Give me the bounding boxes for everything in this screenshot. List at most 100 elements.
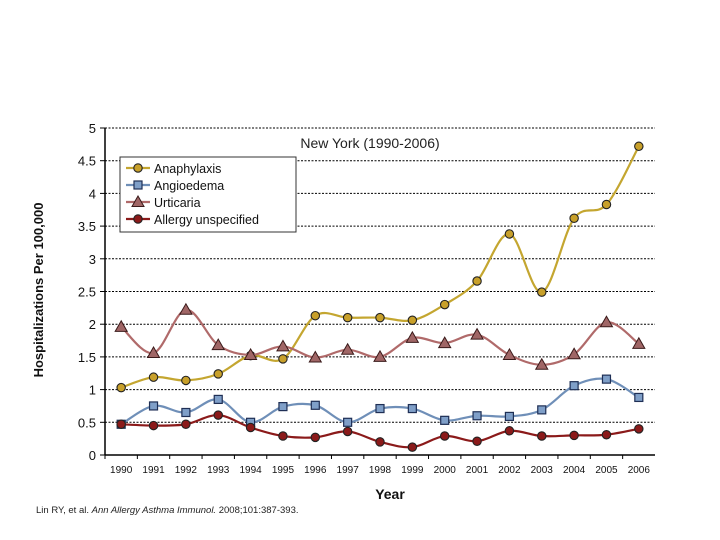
- citation: Lin RY, et al. Ann Allergy Asthma Immuno…: [36, 505, 299, 516]
- data-point: [472, 436, 482, 447]
- data-point: [179, 302, 193, 315]
- data-point: [181, 407, 191, 418]
- data-point: [148, 401, 159, 411]
- x-tick-label: 2000: [434, 465, 457, 476]
- data-point: [601, 374, 612, 384]
- y-tick-label: 2: [89, 317, 96, 332]
- data-point: [310, 432, 321, 443]
- x-tick-label: 1992: [175, 465, 198, 476]
- data-point: [569, 213, 579, 224]
- data-point: [278, 402, 288, 412]
- data-point: [276, 339, 290, 352]
- axes: 0 0.5 1 1.5 2 2.5 3 3.5 4 4.5 5 1990 1991 1992 1993 199…: [78, 121, 655, 476]
- x-tick-label: 2001: [466, 465, 489, 476]
- data-point: [343, 417, 353, 427]
- data-point: [116, 419, 126, 430]
- data-point: [569, 381, 579, 391]
- data-point: [537, 287, 547, 297]
- data-point: [278, 354, 288, 364]
- x-tick-label: 1996: [304, 465, 327, 476]
- x-tick-label: 1995: [272, 465, 295, 476]
- legend-label: Allergy unspecified: [154, 213, 259, 227]
- legend-marker: [131, 194, 145, 207]
- x-tick-label: 2006: [628, 465, 651, 476]
- y-tick-label: 5: [89, 121, 96, 136]
- data-point: [146, 345, 161, 358]
- data-point: [211, 338, 226, 351]
- data-point: [472, 276, 482, 286]
- data-point: [634, 392, 644, 403]
- y-tick-label: 1: [89, 383, 96, 398]
- data-point: [375, 403, 385, 414]
- y-tick-label: 2.5: [78, 285, 96, 300]
- y-tick-label: 3.5: [78, 219, 96, 234]
- data-point: [148, 420, 159, 431]
- data-point: [245, 422, 256, 433]
- x-tick-label: 1997: [337, 465, 360, 476]
- chart-title: New York (1990-2006): [300, 135, 439, 151]
- data-point: [243, 347, 258, 360]
- data-point: [439, 299, 450, 310]
- data-point: [634, 141, 644, 152]
- y-tick-label: 3: [89, 252, 96, 267]
- data-point: [181, 375, 191, 386]
- data-point: [472, 411, 482, 421]
- data-point: [537, 405, 547, 415]
- data-point: [310, 310, 321, 321]
- data-point: [310, 400, 320, 410]
- y-tick-label: 4.5: [78, 154, 96, 169]
- data-point: [340, 342, 355, 355]
- x-tick-label: 2002: [498, 465, 521, 476]
- y-tick-label: 4: [89, 186, 96, 201]
- data-point: [534, 357, 549, 370]
- data-point: [308, 350, 323, 363]
- citation-authors: Lin RY, et al.: [36, 505, 89, 516]
- x-tick-label: 2004: [563, 465, 586, 476]
- data-point: [439, 431, 450, 441]
- y-axis-label: Hospitalizations Per 100,000: [31, 203, 46, 378]
- x-tick-label: 1991: [142, 465, 165, 476]
- data-point: [502, 347, 517, 360]
- data-point: [599, 315, 614, 328]
- series-urticaria: [114, 302, 646, 370]
- legend-label: Anaphylaxis: [154, 162, 221, 176]
- data-point: [437, 336, 452, 349]
- citation-journal: Ann Allergy Asthma Immunol.: [91, 505, 217, 516]
- data-point: [504, 229, 515, 239]
- x-tick-label: 1993: [207, 465, 230, 476]
- data-point: [213, 410, 223, 420]
- x-tick-label: 2005: [595, 465, 618, 476]
- series-allergy-unspecified: [116, 410, 644, 452]
- data-point: [405, 330, 420, 343]
- data-point: [440, 415, 450, 425]
- x-tick-label: 1999: [401, 465, 424, 476]
- data-point: [631, 336, 646, 349]
- data-point: [407, 403, 417, 414]
- data-point: [537, 431, 547, 441]
- data-point: [213, 369, 223, 379]
- data-point: [634, 424, 644, 434]
- data-point: [504, 411, 515, 422]
- data-point: [342, 426, 353, 437]
- legend: Anaphylaxis Angioedema Urticaria Allergy un…: [119, 156, 297, 233]
- data-point: [407, 442, 418, 452]
- data-point: [181, 419, 191, 430]
- data-point: [470, 327, 484, 340]
- series-line: [120, 145, 640, 389]
- data-point: [601, 199, 612, 210]
- x-tick-label: 1994: [239, 465, 262, 476]
- legend-marker: [133, 180, 143, 190]
- series-line: [120, 377, 640, 426]
- series-angioedema: [116, 374, 644, 429]
- y-tick-label: 1.5: [78, 350, 96, 365]
- legend-marker: [133, 214, 143, 224]
- y-tick-label: 0.5: [78, 415, 96, 430]
- data-point: [213, 394, 223, 405]
- legend-label: Angioedema: [154, 179, 224, 193]
- y-tick-label: 0: [89, 448, 96, 463]
- data-point: [407, 315, 418, 326]
- legend-marker: [133, 163, 143, 173]
- x-tick-label: 2003: [531, 465, 554, 476]
- series-lines: [114, 141, 646, 452]
